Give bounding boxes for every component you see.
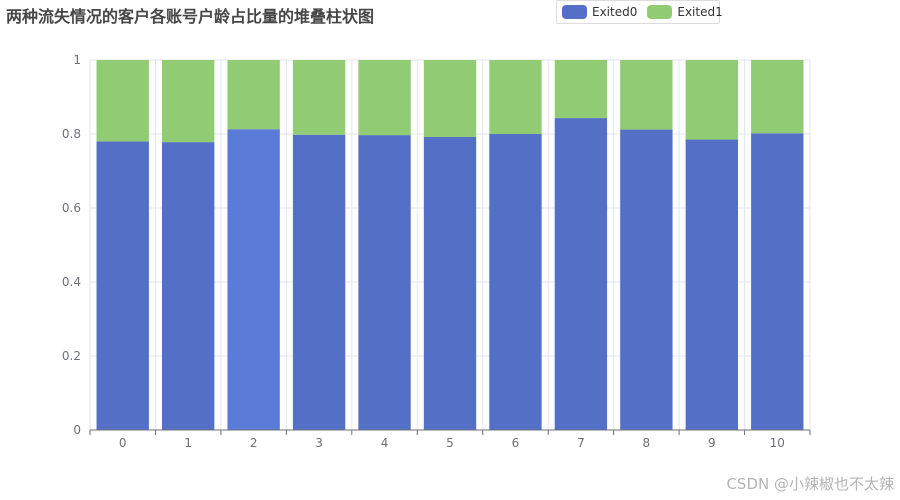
bar-exited1-4 (358, 60, 411, 136)
x-tick-label: 9 (708, 436, 716, 450)
x-tick-label: 1 (184, 436, 192, 450)
y-tick-label: 0.4 (62, 275, 81, 289)
bar-exited0-2 (227, 129, 280, 430)
x-tick-label: 0 (119, 436, 127, 450)
bar-exited1-10 (751, 60, 804, 134)
x-tick-label: 6 (512, 436, 520, 450)
x-tick-label: 4 (381, 436, 389, 450)
bar-exited1-8 (620, 60, 673, 130)
bar-exited1-3 (292, 60, 346, 135)
chart-title: 两种流失情况的客户各账号户龄占比量的堆叠柱状图 (6, 7, 375, 26)
legend-item-exited0[interactable]: Exited0 (562, 5, 637, 19)
legend-swatch-exited1 (647, 5, 673, 19)
bar-exited1-7 (554, 60, 608, 119)
bar-exited1-5 (423, 60, 477, 137)
bar-exited0-1 (162, 142, 215, 430)
bar-exited1-1 (162, 60, 215, 143)
x-tick-label: 10 (770, 436, 785, 450)
x-tick-label: 8 (643, 436, 651, 450)
x-tick-label: 5 (446, 436, 454, 450)
bar-exited0-4 (358, 135, 411, 431)
bar-exited1-9 (685, 60, 738, 140)
bar-exited0-6 (489, 134, 542, 430)
y-tick-label: 0.2 (62, 349, 81, 363)
bar-exited0-8 (620, 129, 673, 430)
legend-swatch-exited0 (562, 5, 587, 19)
legend-label-exited0: Exited0 (592, 5, 638, 19)
bar-exited0-9 (685, 139, 738, 431)
bar-exited1-6 (489, 60, 542, 134)
y-tick-label: 0.6 (62, 201, 81, 215)
y-tick-label: 0 (73, 423, 81, 437)
x-tick-label: 3 (315, 436, 323, 450)
y-tick-label: 0.8 (62, 127, 81, 141)
y-tick-label: 1 (73, 53, 81, 67)
bar-exited0-3 (292, 134, 346, 431)
bar-exited1-2 (227, 60, 280, 130)
bar-exited0-7 (554, 118, 608, 430)
x-tick-label: 7 (577, 436, 585, 450)
legend-label-exited1: Exited1 (677, 5, 723, 19)
bar-exited0-10 (751, 133, 804, 430)
bar-exited0-0 (96, 141, 149, 430)
watermark: CSDN @小辣椒也不太辣 (726, 475, 894, 493)
legend: Exited0 Exited1 (556, 0, 723, 24)
legend-item-exited1[interactable]: Exited1 (647, 5, 723, 19)
bar-exited0-5 (423, 136, 477, 430)
x-tick-label: 2 (250, 436, 258, 450)
bar-exited1-0 (96, 60, 149, 142)
